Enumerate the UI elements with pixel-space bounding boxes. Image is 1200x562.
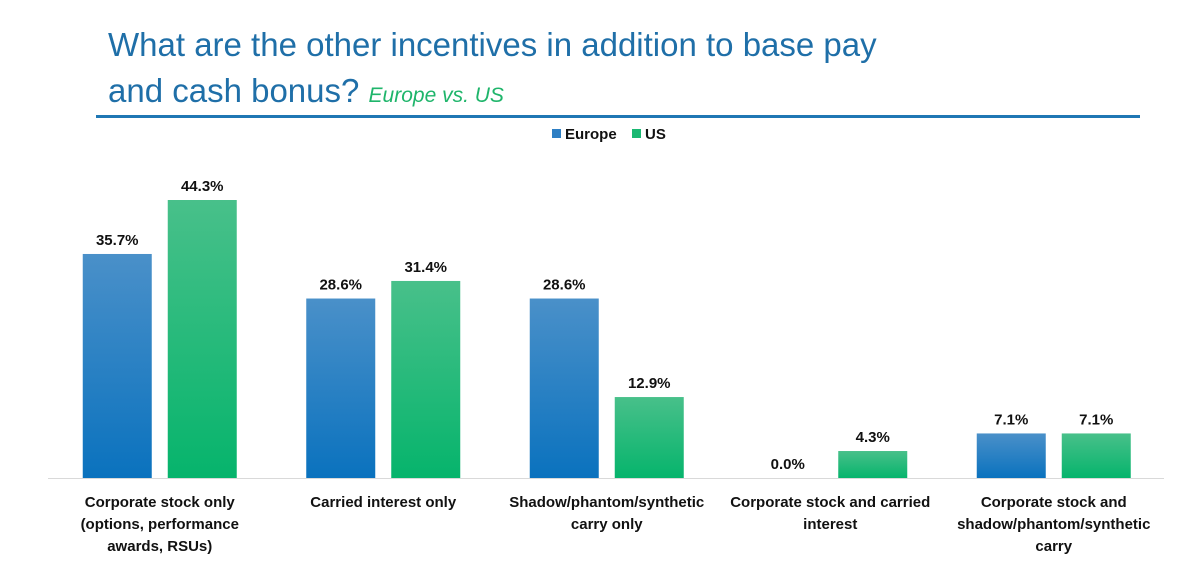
category-label: interest [803, 516, 857, 533]
data-label: 7.1% [994, 411, 1028, 428]
data-label: 44.3% [181, 178, 224, 195]
legend-swatch-europe [552, 129, 561, 138]
data-label: 28.6% [543, 277, 586, 294]
category-label: awards, RSUs) [107, 538, 212, 555]
bar-europe [82, 253, 152, 478]
bar-europe [306, 298, 376, 478]
legend-label-europe: Europe [565, 126, 617, 143]
category-label: Shadow/phantom/synthetic [509, 494, 704, 511]
data-label: 35.7% [96, 232, 139, 249]
legend-label-us: US [645, 126, 666, 143]
data-label: 31.4% [404, 259, 447, 276]
bar-europe [529, 298, 599, 478]
legend-swatch-us [632, 129, 641, 138]
category-label: carry [1035, 538, 1072, 555]
bar-us [167, 200, 237, 478]
category-label: Corporate stock and [981, 494, 1127, 511]
data-label: 4.3% [856, 429, 890, 446]
data-label: 12.9% [628, 375, 671, 392]
title-line-1: What are the other incentives in additio… [108, 26, 877, 63]
title-divider [96, 115, 1140, 118]
category-label: Corporate stock and carried [730, 494, 930, 511]
title-line-2: and cash bonus? [108, 72, 360, 109]
subtitle: Europe vs. US [368, 84, 504, 107]
data-label: 28.6% [319, 277, 362, 294]
category-label: carry only [571, 516, 643, 533]
category-label: Carried interest only [310, 494, 457, 511]
bar-us [838, 451, 908, 478]
bar-us [1061, 433, 1131, 478]
bar-europe [976, 433, 1046, 478]
category-label: (options, performance [81, 516, 239, 533]
data-label: 0.0% [771, 456, 805, 473]
category-label: shadow/phantom/synthetic [957, 516, 1150, 533]
data-label: 7.1% [1079, 411, 1113, 428]
page-title: What are the other incentives in additio… [108, 22, 1108, 119]
category-label: Corporate stock only [85, 494, 236, 511]
bar-us [391, 280, 461, 478]
bar-us [614, 397, 684, 478]
